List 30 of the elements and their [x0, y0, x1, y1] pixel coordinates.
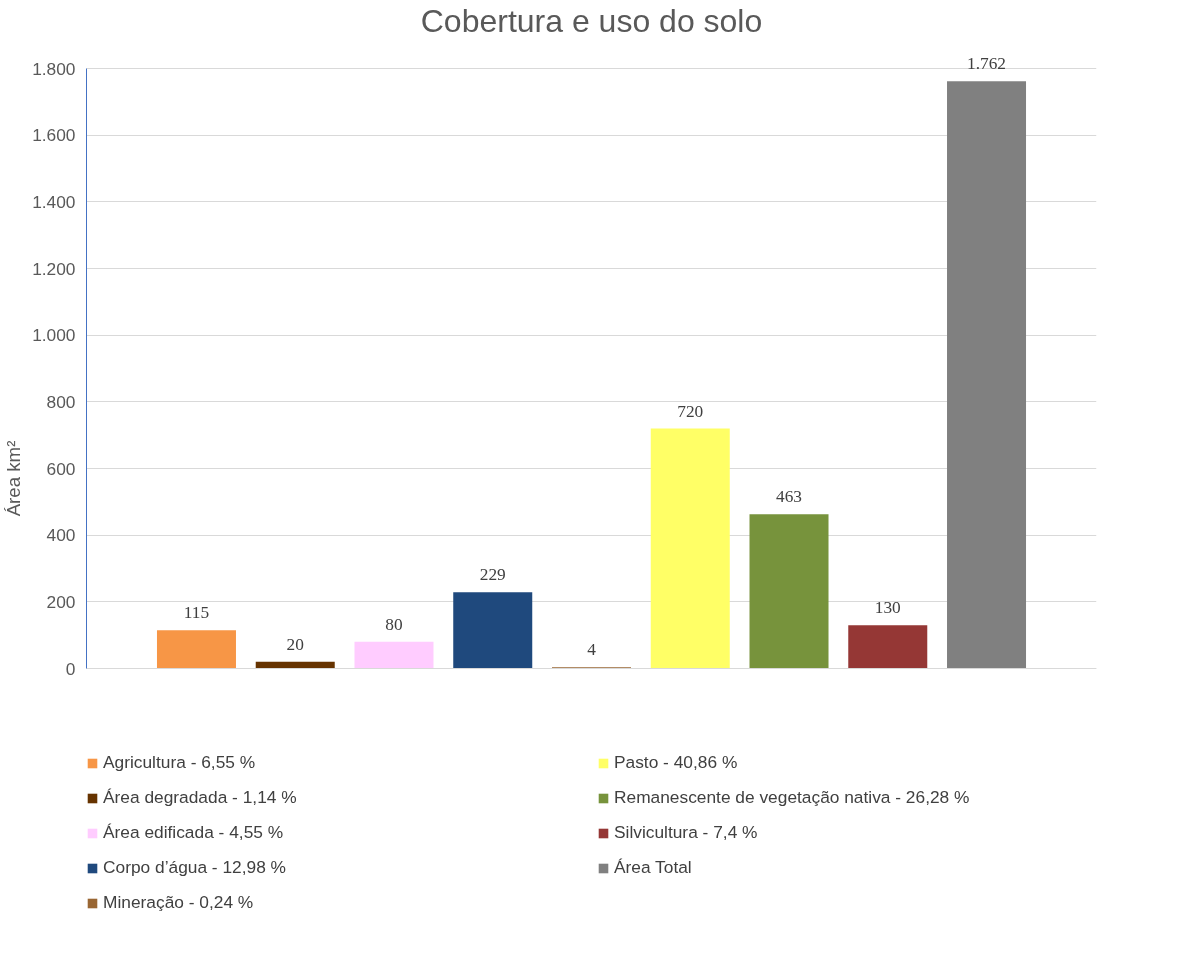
- y-tick-label: 800: [46, 391, 76, 412]
- y-tick-label: 1.600: [32, 125, 76, 146]
- data-label: 130: [874, 598, 901, 618]
- y-tick-label: 200: [46, 591, 76, 612]
- chart-title: Cobertura e uso do solo: [420, 2, 763, 39]
- y-tick-label: 1.000: [32, 325, 76, 346]
- legend-label: Remanescente de vegetação nativa - 26,28 %: [614, 787, 971, 808]
- legend-label: Pasto - 40,86 %: [614, 752, 739, 773]
- data-label: 229: [479, 565, 506, 585]
- y-tick-label: 600: [46, 458, 76, 479]
- legend-label: Agricultura - 6,55 %: [103, 752, 257, 773]
- y-tick-label: 1.400: [32, 191, 76, 212]
- legend-label: Área Total: [614, 857, 693, 878]
- data-label: 463: [776, 487, 803, 507]
- y-tick-label: 1.200: [32, 258, 76, 279]
- legend-label: Área degradada - 1,14 %: [103, 787, 298, 808]
- legend-label: Área edificada - 4,55 %: [103, 822, 285, 843]
- data-label: 80: [385, 614, 403, 634]
- y-tick-label: 1.800: [32, 58, 76, 79]
- y-axis-title: Área km²: [3, 440, 25, 517]
- data-label: 4: [587, 640, 597, 660]
- legend-label: Mineração - 0,24 %: [103, 892, 255, 913]
- data-label: 115: [183, 603, 210, 623]
- legend-label: Corpo d’água - 12,98 %: [103, 857, 288, 878]
- legend-label: Silvicultura - 7,4 %: [614, 822, 759, 843]
- data-label: 720: [677, 401, 704, 421]
- data-label: 20: [286, 634, 304, 654]
- data-label: 1.762: [967, 54, 1007, 74]
- y-tick-label: 0: [65, 658, 76, 679]
- y-tick-label: 400: [46, 525, 76, 546]
